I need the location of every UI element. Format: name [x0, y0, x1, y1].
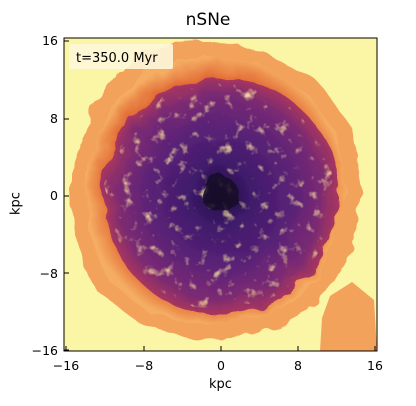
ticks	[64, 40, 376, 351]
x-tick-label: −16	[52, 358, 80, 373]
density-map	[64, 38, 377, 351]
y-tick-label: 0	[50, 188, 58, 203]
time-annotation-box	[69, 44, 173, 69]
y-tick-label: −8	[39, 266, 58, 281]
y-tick-label: 8	[50, 111, 58, 126]
x-tick-label: 8	[294, 358, 302, 373]
time-annotation: t=350.0 Myr	[76, 51, 158, 66]
x-tick-label: −8	[134, 358, 154, 373]
plot-title: nSNe	[185, 10, 231, 30]
y-tick-label: 16	[42, 33, 58, 48]
x-axis-label: kpc	[209, 377, 232, 392]
x-tick-label: 0	[217, 358, 225, 373]
y-tick-label: −16	[31, 343, 58, 358]
x-tick-label: 16	[367, 358, 383, 373]
